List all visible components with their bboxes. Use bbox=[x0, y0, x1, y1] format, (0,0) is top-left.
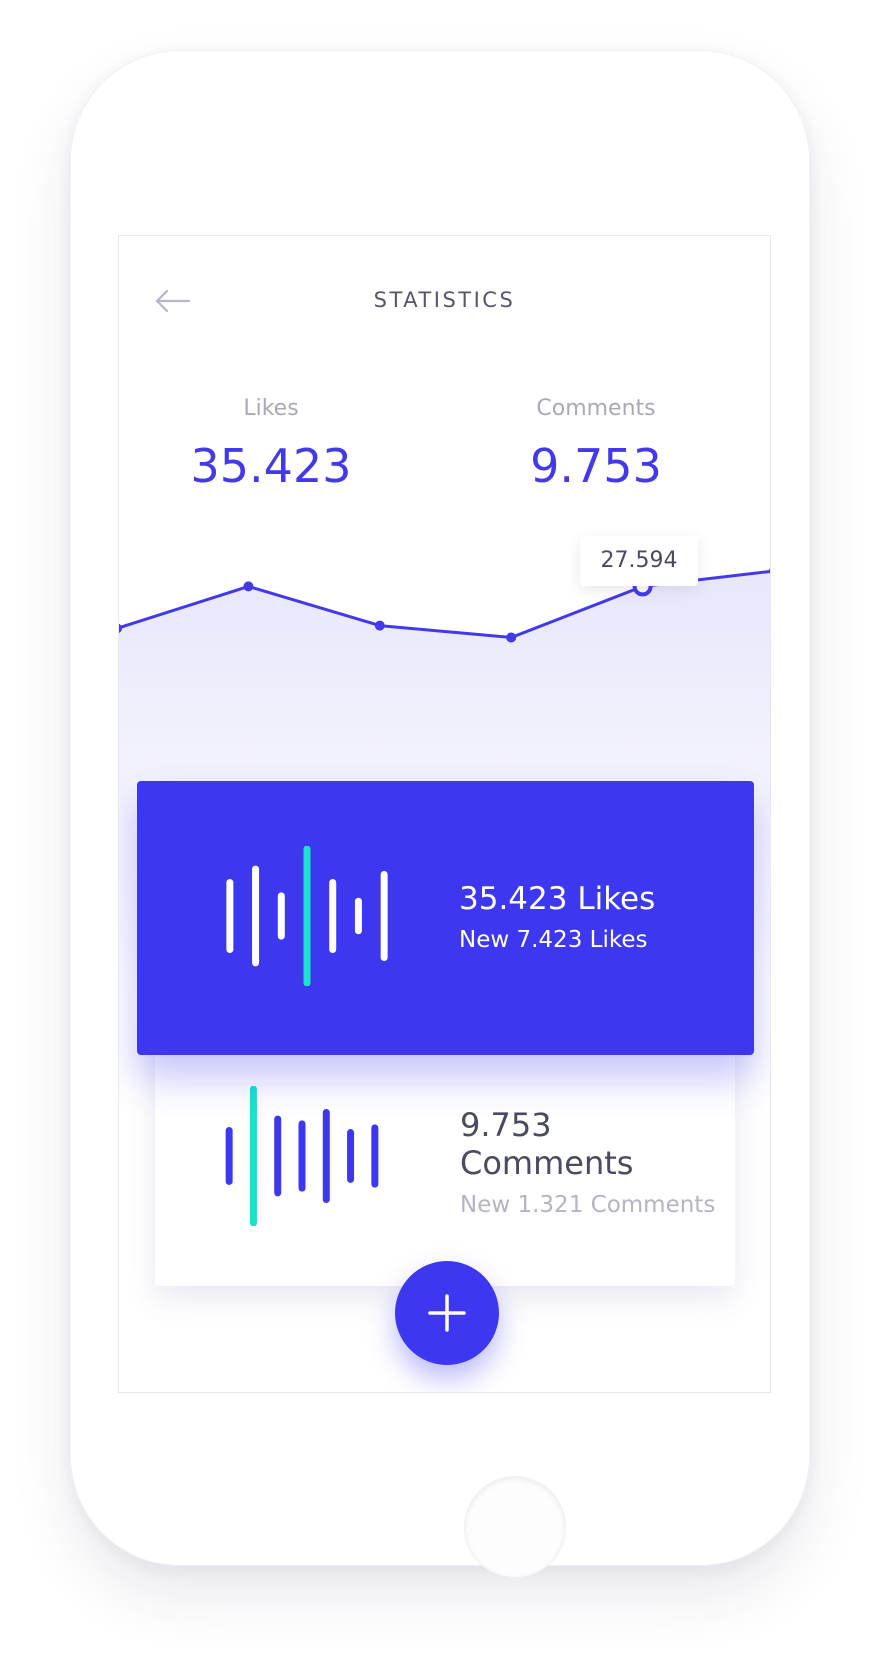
likes-bars-icon bbox=[226, 846, 388, 986]
comments-stat: Comments 9.753 bbox=[466, 396, 726, 493]
chart-point bbox=[243, 581, 254, 592]
app-screen: STATISTICS Likes 35.423 Comments 9.753 2… bbox=[118, 235, 771, 1393]
likes-new: New 7.423 Likes bbox=[459, 927, 648, 953]
likes-card-text: 35.423 Likes New 7.423 Likes bbox=[459, 881, 655, 953]
comments-new: New 1.321 Comments bbox=[460, 1192, 716, 1218]
chart-point bbox=[374, 620, 385, 631]
plus-icon bbox=[428, 1294, 466, 1332]
home-button[interactable] bbox=[465, 1477, 565, 1577]
likes-total: 35.423 Likes bbox=[459, 881, 656, 917]
comments-card[interactable]: 9.753 Comments New 1.321 Comments bbox=[155, 1016, 735, 1286]
comments-label: Comments bbox=[536, 396, 656, 421]
likes-card[interactable]: 35.423 Likes New 7.423 Likes bbox=[137, 781, 754, 1055]
chart-point bbox=[506, 632, 517, 643]
comments-value: 9.753 bbox=[530, 439, 662, 493]
add-button[interactable] bbox=[395, 1261, 499, 1365]
chart-point bbox=[769, 568, 770, 574]
likes-label: Likes bbox=[243, 396, 299, 421]
comments-card-text: 9.753 Comments New 1.321 Comments bbox=[460, 1106, 735, 1218]
comments-bars-icon bbox=[225, 1086, 379, 1226]
comments-total: 9.753 Comments bbox=[460, 1106, 634, 1182]
chart-point bbox=[119, 623, 122, 633]
arrow-left-icon[interactable] bbox=[153, 286, 193, 316]
likes-value: 35.423 bbox=[190, 439, 352, 493]
page-title: STATISTICS bbox=[373, 288, 516, 312]
likes-stat: Likes 35.423 bbox=[141, 396, 401, 493]
chart-tooltip: 27.594 bbox=[580, 536, 698, 586]
